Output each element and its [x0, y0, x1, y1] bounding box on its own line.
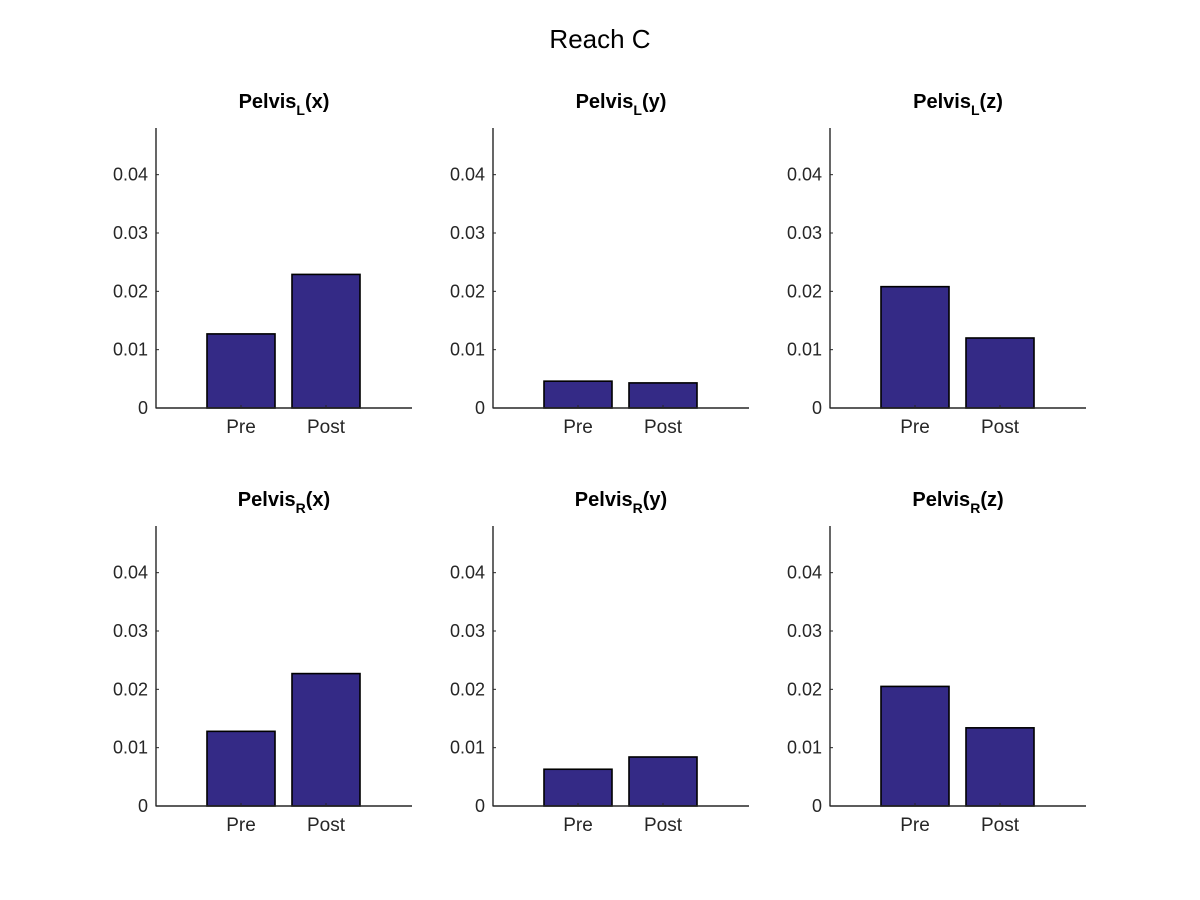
y-tick-label: 0: [812, 398, 822, 418]
bar-post: [628, 382, 698, 409]
panel-title-subscript: L: [971, 102, 980, 118]
panel-title: PelvisR(z): [912, 489, 1003, 516]
panel-title-subscript: R: [633, 500, 643, 516]
subplot-5: PelvisR(y) 0 0.01 0.02 0.03 0.04 Pre Post: [450, 489, 749, 836]
y-tick-label: 0: [138, 398, 148, 418]
panel-title: PelvisL(x): [239, 91, 330, 118]
panel-title-suffix: (z): [980, 91, 1003, 113]
y-tick-label: 0.03: [113, 223, 148, 243]
panel-title-suffix: (x): [306, 489, 330, 511]
panel-title-suffix: (y): [642, 91, 666, 113]
x-tick-label: Post: [981, 815, 1020, 836]
y-tick-label: 0.01: [787, 340, 822, 360]
x-tick-label: Pre: [226, 815, 256, 836]
bar-post: [628, 756, 698, 807]
bar-pre: [543, 768, 613, 807]
x-tick-label: Pre: [900, 417, 930, 438]
bar-post: [965, 337, 1035, 409]
bar-pre: [206, 333, 276, 409]
x-tick-label: Post: [644, 815, 683, 836]
bar-pre: [880, 685, 950, 807]
panel-title-subscript: L: [633, 102, 642, 118]
panel-title-suffix: (y): [643, 489, 667, 511]
panel-title-base: Pelvis: [575, 489, 633, 511]
y-tick-label: 0.04: [450, 563, 485, 583]
y-tick-label: 0.04: [113, 165, 148, 185]
y-tick-label: 0: [138, 796, 148, 816]
y-tick-label: 0.03: [450, 223, 485, 243]
y-tick-label: 0.04: [113, 563, 148, 583]
x-tick-label: Pre: [563, 815, 593, 836]
y-tick-label: 0.04: [787, 165, 822, 185]
panel-title-subscript: R: [970, 500, 980, 516]
bar-post: [965, 727, 1035, 807]
x-tick-label: Pre: [900, 815, 930, 836]
y-tick-label: 0.02: [450, 281, 485, 301]
x-tick-label: Post: [307, 417, 346, 438]
panel-title-base: Pelvis: [238, 489, 296, 511]
figure-title: Reach C: [549, 24, 651, 54]
y-tick-label: 0.02: [113, 679, 148, 699]
y-tick-label: 0.03: [787, 621, 822, 641]
x-tick-label: Pre: [563, 417, 593, 438]
panel-title: PelvisL(z): [913, 91, 1003, 118]
y-tick-label: 0.02: [787, 281, 822, 301]
y-tick-label: 0.01: [113, 340, 148, 360]
x-tick-label: Post: [981, 417, 1020, 438]
y-tick-label: 0.03: [787, 223, 822, 243]
x-tick-label: Post: [307, 815, 346, 836]
bar-post: [291, 273, 361, 409]
bar-pre: [543, 380, 613, 409]
bar-pre: [880, 285, 950, 409]
y-tick-label: 0: [812, 796, 822, 816]
x-tick-label: Post: [644, 417, 683, 438]
y-tick-label: 0.02: [787, 679, 822, 699]
panel-title: PelvisL(y): [576, 91, 667, 118]
bar-post: [291, 672, 361, 807]
y-tick-label: 0.01: [450, 340, 485, 360]
subplot-2: PelvisL(y) 0 0.01 0.02 0.03 0.04 Pre Post: [450, 91, 749, 438]
y-tick-label: 0.03: [113, 621, 148, 641]
y-tick-label: 0.01: [113, 738, 148, 758]
y-tick-label: 0.01: [450, 738, 485, 758]
panel-title-subscript: R: [296, 500, 306, 516]
y-tick-label: 0.01: [787, 738, 822, 758]
y-tick-label: 0.02: [450, 679, 485, 699]
subplot-6: PelvisR(z) 0 0.01 0.02 0.03 0.04 Pre Post: [787, 489, 1086, 836]
panel-title-subscript: L: [296, 102, 305, 118]
panel-title-base: Pelvis: [239, 91, 297, 113]
panel-title-base: Pelvis: [576, 91, 634, 113]
panel-title-suffix: (z): [980, 489, 1003, 511]
panel-title-suffix: (x): [305, 91, 329, 113]
subplot-4: PelvisR(x) 0 0.01 0.02 0.03 0.04 Pre Post: [113, 489, 412, 836]
x-tick-label: Pre: [226, 417, 256, 438]
panel-title-base: Pelvis: [912, 489, 970, 511]
subplot-3: PelvisL(z) 0 0.01 0.02 0.03 0.04 Pre Post: [787, 91, 1086, 438]
panel-title: PelvisR(x): [238, 489, 330, 516]
y-tick-label: 0.04: [787, 563, 822, 583]
y-tick-label: 0.02: [113, 281, 148, 301]
subplot-1: PelvisL(x) 0 0.01 0.02 0.03 0.04 Pre Post: [113, 91, 412, 438]
y-tick-label: 0: [475, 796, 485, 816]
panel-title-base: Pelvis: [913, 91, 971, 113]
y-tick-label: 0.03: [450, 621, 485, 641]
y-tick-label: 0: [475, 398, 485, 418]
y-tick-label: 0.04: [450, 165, 485, 185]
panel-title: PelvisR(y): [575, 489, 667, 516]
bar-pre: [206, 730, 276, 807]
